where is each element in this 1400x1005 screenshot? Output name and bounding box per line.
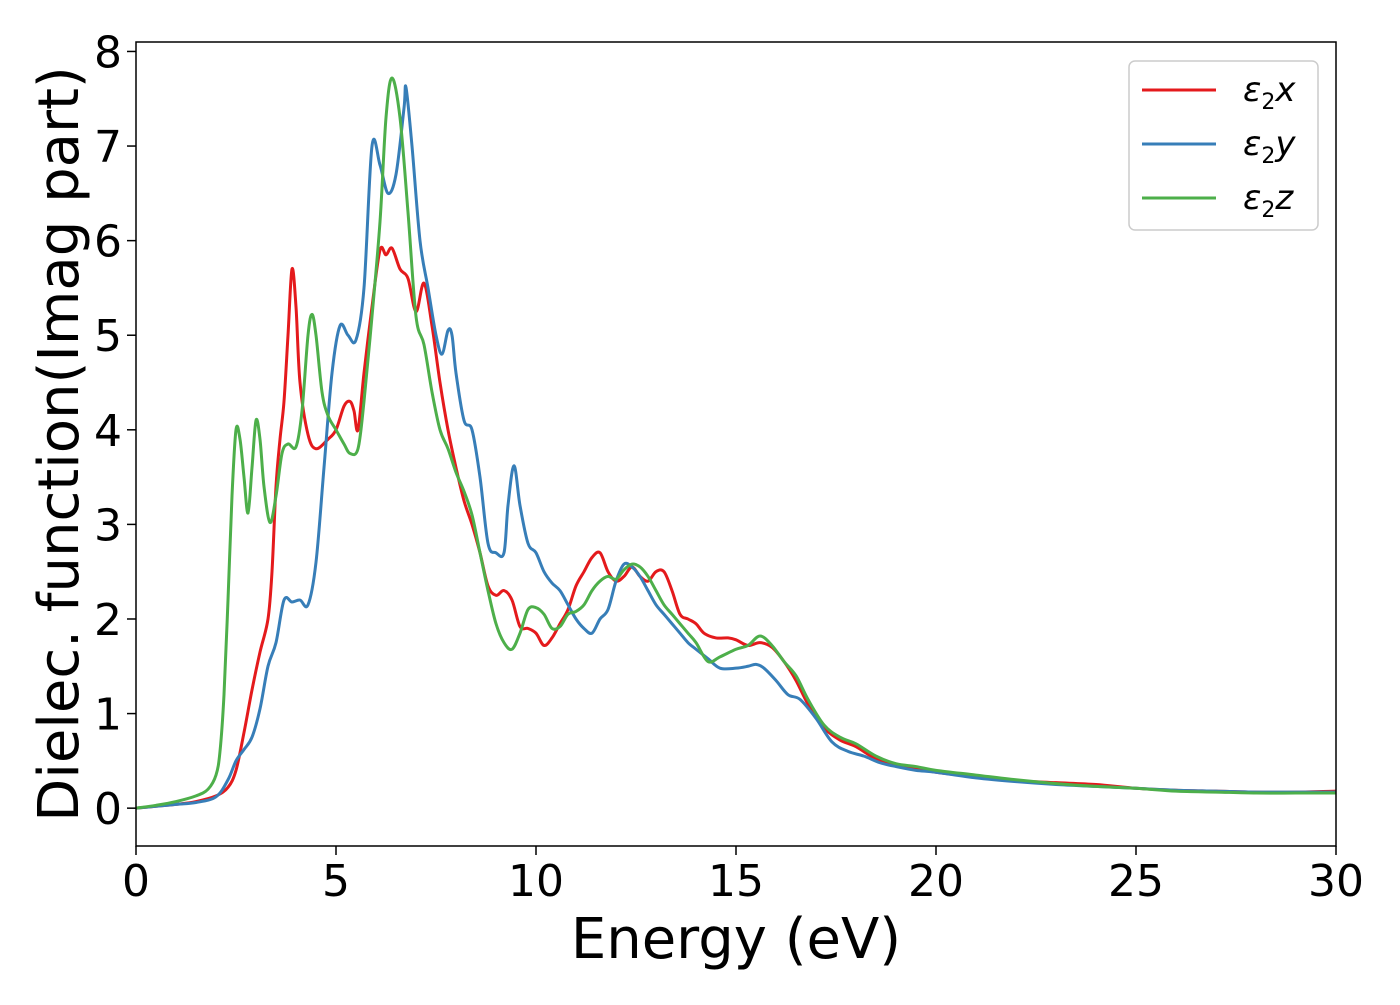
legend-item-y: ε2y bbox=[1142, 124, 1296, 169]
series-line-y bbox=[136, 84, 1336, 810]
legend-label: ε2y bbox=[1243, 124, 1296, 169]
legend: ε2x ε2y ε2z bbox=[1128, 60, 1319, 231]
series-line-x bbox=[136, 245, 1336, 810]
x-tick-label: 25 bbox=[1108, 856, 1164, 907]
x-tick-label: 0 bbox=[122, 856, 150, 907]
x-tick-label: 10 bbox=[508, 856, 564, 907]
x-tick-label: 20 bbox=[908, 856, 964, 907]
axis-ticks: 0 5 10 15 20 25 30 0 1 2 3 4 5 6 7 8 bbox=[94, 27, 1364, 907]
legend-item-z: ε2z bbox=[1142, 178, 1294, 223]
x-tick-label: 30 bbox=[1308, 856, 1364, 907]
y-tick-label: 1 bbox=[94, 690, 122, 741]
y-tick-label: 7 bbox=[94, 122, 122, 173]
legend-label: ε2x bbox=[1243, 70, 1296, 115]
y-tick-label: 6 bbox=[94, 217, 122, 268]
legend-box bbox=[1128, 60, 1319, 231]
series-lines bbox=[136, 76, 1336, 810]
legend-item-x: ε2x bbox=[1142, 70, 1296, 115]
x-tick-label: 15 bbox=[708, 856, 764, 907]
y-tick-label: 0 bbox=[94, 784, 122, 835]
y-tick-label: 2 bbox=[94, 595, 122, 646]
y-tick-label: 4 bbox=[94, 406, 122, 457]
x-axis-label: Energy (eV) bbox=[571, 907, 901, 972]
y-tick-label: 3 bbox=[94, 500, 122, 551]
y-axis-label: Dielec. function(Imag part) bbox=[27, 66, 92, 822]
legend-label: ε2z bbox=[1243, 178, 1294, 223]
x-tick-label: 5 bbox=[322, 856, 350, 907]
y-tick-label: 8 bbox=[94, 27, 122, 78]
series-line-z bbox=[136, 76, 1336, 810]
legend-items: ε2x ε2y ε2z bbox=[1142, 70, 1296, 223]
y-tick-label: 5 bbox=[94, 311, 122, 362]
